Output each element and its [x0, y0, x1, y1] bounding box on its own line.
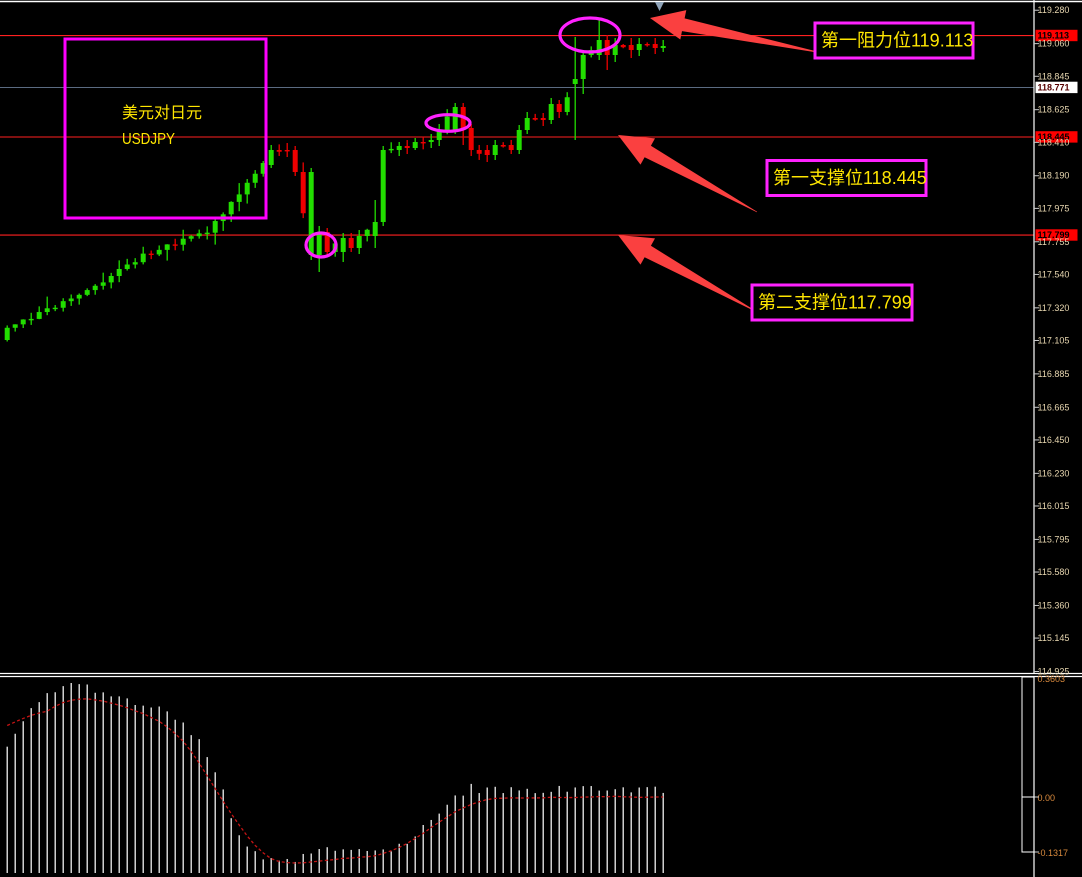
svg-text:-0.1317: -0.1317	[1038, 848, 1069, 858]
svg-text:116.885: 116.885	[1038, 369, 1070, 379]
svg-text:119.280: 119.280	[1038, 5, 1070, 15]
svg-text:0.3603: 0.3603	[1038, 674, 1066, 684]
svg-text:118.625: 118.625	[1038, 105, 1070, 115]
svg-text:第二支撑位117.799: 第二支撑位117.799	[758, 293, 912, 313]
svg-text:118.771: 118.771	[1038, 83, 1070, 93]
svg-text:119.060: 119.060	[1038, 39, 1070, 49]
svg-text:115.795: 115.795	[1038, 534, 1070, 544]
svg-text:第一支撑位118.445: 第一支撑位118.445	[773, 168, 927, 188]
svg-text:115.360: 115.360	[1038, 600, 1070, 610]
svg-text:美元对日元: 美元对日元	[122, 104, 202, 122]
svg-text:117.105: 117.105	[1038, 335, 1070, 345]
svg-text:117.540: 117.540	[1038, 269, 1070, 279]
svg-text:116.665: 116.665	[1038, 402, 1070, 412]
svg-text:USDJPY: USDJPY	[122, 131, 175, 148]
svg-text:117.975: 117.975	[1038, 203, 1070, 213]
svg-text:115.580: 115.580	[1038, 567, 1070, 577]
svg-text:0.00: 0.00	[1038, 793, 1056, 803]
svg-text:118.190: 118.190	[1038, 171, 1070, 181]
svg-text:118.845: 118.845	[1038, 71, 1070, 81]
svg-text:117.755: 117.755	[1038, 237, 1070, 247]
svg-text:115.145: 115.145	[1038, 633, 1070, 643]
svg-text:第一阻力位119.113: 第一阻力位119.113	[821, 31, 973, 51]
svg-text:117.320: 117.320	[1038, 303, 1070, 313]
svg-text:116.450: 116.450	[1038, 435, 1070, 445]
svg-text:116.015: 116.015	[1038, 501, 1070, 511]
svg-text:118.410: 118.410	[1038, 137, 1070, 147]
svg-text:116.230: 116.230	[1038, 468, 1070, 478]
